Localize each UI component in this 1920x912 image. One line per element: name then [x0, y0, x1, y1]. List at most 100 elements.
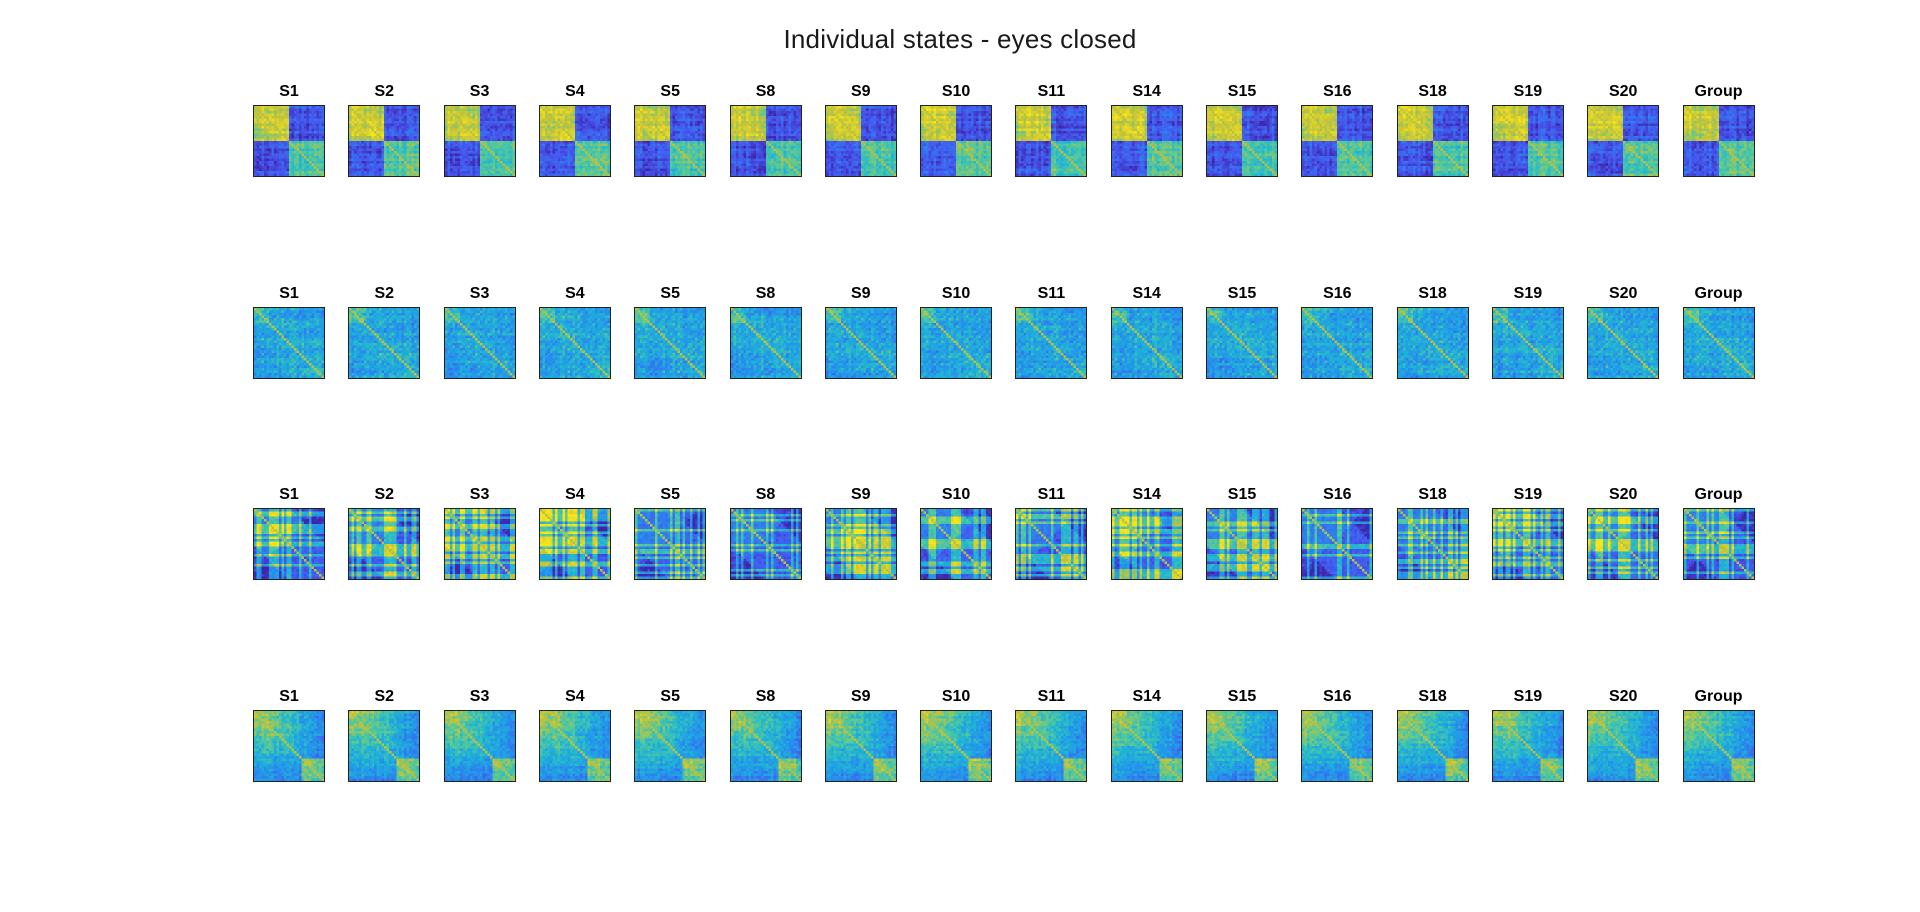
heatmap-cell: [389, 123, 392, 127]
heatmap-cell: [266, 151, 270, 154]
heatmap-cell: [462, 143, 465, 147]
heatmap-cell: [750, 158, 754, 162]
heatmap-cell: [853, 111, 856, 114]
heatmap-cell: [321, 138, 324, 142]
heatmap-cell: [753, 133, 756, 137]
heatmap-cell: [795, 116, 799, 119]
heatmap-cell: [587, 141, 590, 144]
heatmap-cell: [351, 141, 355, 144]
heatmap-cell: [758, 171, 761, 174]
heatmap-cell: [414, 156, 417, 159]
heatmap-cell: [306, 108, 310, 112]
heatmap-cell: [765, 121, 769, 124]
heatmap-cell: [414, 148, 417, 152]
heatmap-cell: [840, 118, 844, 122]
heatmap-cell: [875, 116, 879, 119]
heatmap-cell: [652, 168, 656, 172]
heatmap-cell: [587, 151, 590, 154]
heatmap-cell: [780, 136, 784, 139]
heatmap-cell: [271, 116, 275, 119]
heatmap-cell: [665, 108, 668, 112]
heatmap-cell: [888, 118, 891, 122]
heatmap-cell: [477, 163, 480, 167]
heatmap-cell: [444, 118, 448, 122]
heatmap-cell: [389, 158, 392, 162]
heatmap-cell: [259, 128, 262, 132]
heatmap-cell: [755, 121, 759, 124]
heatmap-cell: [758, 126, 761, 129]
heatmap-cell: [692, 168, 696, 172]
heatmap-cell: [319, 163, 322, 167]
heatmap-cell: [798, 126, 801, 129]
heatmap-cell: [677, 136, 681, 139]
heatmap-cell: [444, 106, 448, 109]
heatmap-cell: [309, 158, 312, 162]
heatmap-cell: [547, 168, 550, 172]
heatmap-cell: [675, 118, 678, 122]
heatmap-cell: [637, 163, 641, 167]
heatmap-cell: [574, 111, 578, 114]
heatmap-cell: [364, 133, 367, 137]
heatmap-cell: [389, 121, 392, 124]
heatmap-cell: [467, 118, 470, 122]
heatmap-cell: [594, 146, 598, 149]
heatmap-cell: [637, 116, 641, 119]
heatmap-cell: [650, 148, 653, 152]
heatmap-cell: [401, 163, 405, 167]
heatmap-cell: [356, 148, 360, 152]
heatmap-cell: [702, 126, 706, 129]
heatmap-cell: [830, 118, 834, 122]
heatmap-cell: [547, 151, 550, 154]
heatmap-cell: [457, 156, 460, 159]
heatmap-cell: [489, 138, 493, 142]
heatmap-cell: [557, 123, 560, 127]
heatmap-cell: [289, 133, 292, 137]
heatmap-cell: [607, 111, 610, 114]
heatmap-cell: [449, 163, 453, 167]
heatmap-cell: [765, 163, 769, 167]
heatmap-cell: [587, 171, 590, 174]
heatmap-cell: [740, 118, 744, 122]
heatmap-cell: [840, 113, 844, 117]
heatmap-cell: [730, 148, 734, 152]
heatmap-cell: [301, 126, 305, 129]
heatmap-cell: [364, 138, 367, 142]
heatmap-cell: [697, 161, 701, 164]
heatmap-cell: [359, 106, 362, 109]
heatmap-cell: [502, 138, 505, 142]
heatmap-cell: [682, 161, 686, 164]
heatmap-cell: [507, 123, 510, 127]
heatmap-cell: [652, 136, 656, 139]
heatmap-cell: [301, 128, 305, 132]
heatmap-cell: [281, 116, 285, 119]
heatmap-cell: [474, 133, 478, 137]
heatmap-cell: [379, 111, 382, 114]
heatmap-cell: [755, 158, 759, 162]
heatmap-cell: [354, 118, 357, 122]
heatmap-cell: [848, 123, 851, 127]
heatmap-cell: [311, 128, 315, 132]
heatmap-cell: [271, 121, 275, 124]
heatmap-cell: [512, 173, 515, 176]
heatmap-cell: [259, 136, 262, 139]
heatmap-cell: [738, 123, 741, 127]
heatmap-cell: [404, 171, 407, 174]
heatmap-cell: [687, 131, 691, 134]
heatmap-cell: [860, 116, 864, 119]
heatmap-cell: [477, 133, 480, 137]
heatmap-cell: [685, 113, 688, 117]
heatmap-cell: [790, 151, 794, 154]
heatmap-cell: [299, 138, 302, 142]
heatmap-cell: [748, 171, 751, 174]
heatmap-cell: [411, 151, 415, 154]
heatmap-cell: [294, 143, 297, 147]
heatmap-cell: [359, 128, 362, 132]
heatmap-cell: [559, 133, 563, 137]
heatmap-cell: [599, 166, 603, 169]
heatmap-cell: [479, 141, 483, 144]
heatmap-cell: [374, 121, 377, 124]
heatmap-cell: [411, 138, 415, 142]
heatmap-cell: [547, 173, 550, 176]
heatmap-cell: [594, 123, 598, 127]
heatmap-cell: [349, 111, 352, 114]
